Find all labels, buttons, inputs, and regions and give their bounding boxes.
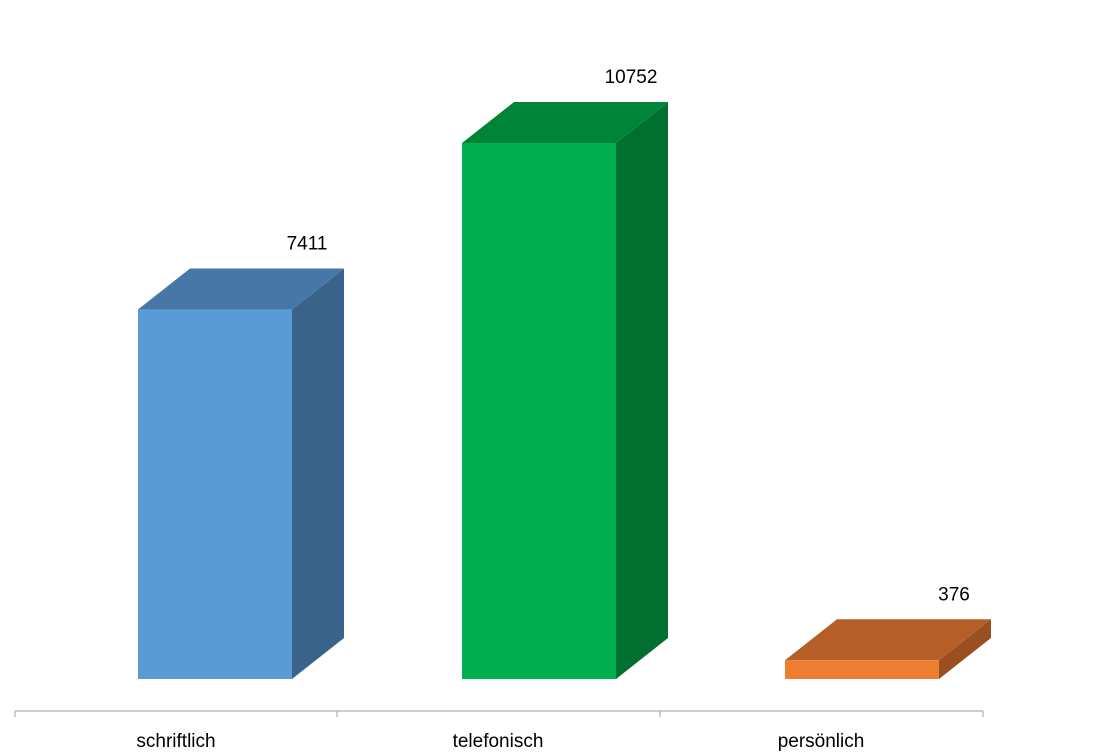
x-axis xyxy=(14,710,984,717)
bar-front-1 xyxy=(462,143,616,679)
x-tick-label-2: persönlich xyxy=(778,731,865,752)
bar-front-0 xyxy=(138,309,292,679)
data-label-2: 376 xyxy=(938,584,970,605)
bar-side-0 xyxy=(292,268,344,679)
bar-top-1 xyxy=(462,102,668,143)
bar-front-2 xyxy=(785,660,939,679)
x-tick-label-0: schriftlich xyxy=(136,731,215,752)
data-label-0: 7411 xyxy=(287,234,328,255)
bar-2 xyxy=(785,619,991,679)
bar-top-2 xyxy=(785,619,991,661)
labels-group: 7411 schriftlich 10752 telefonisch 376 persön… xyxy=(136,67,969,752)
x-tick-label-1: telefonisch xyxy=(453,731,544,752)
bar-0 xyxy=(138,268,344,679)
bar-side-2 xyxy=(939,619,991,679)
bar-1 xyxy=(462,102,668,679)
bars-group xyxy=(138,102,991,679)
bar-side-1 xyxy=(616,102,668,679)
data-label-1: 10752 xyxy=(605,67,658,88)
bar-top-0 xyxy=(138,268,344,310)
